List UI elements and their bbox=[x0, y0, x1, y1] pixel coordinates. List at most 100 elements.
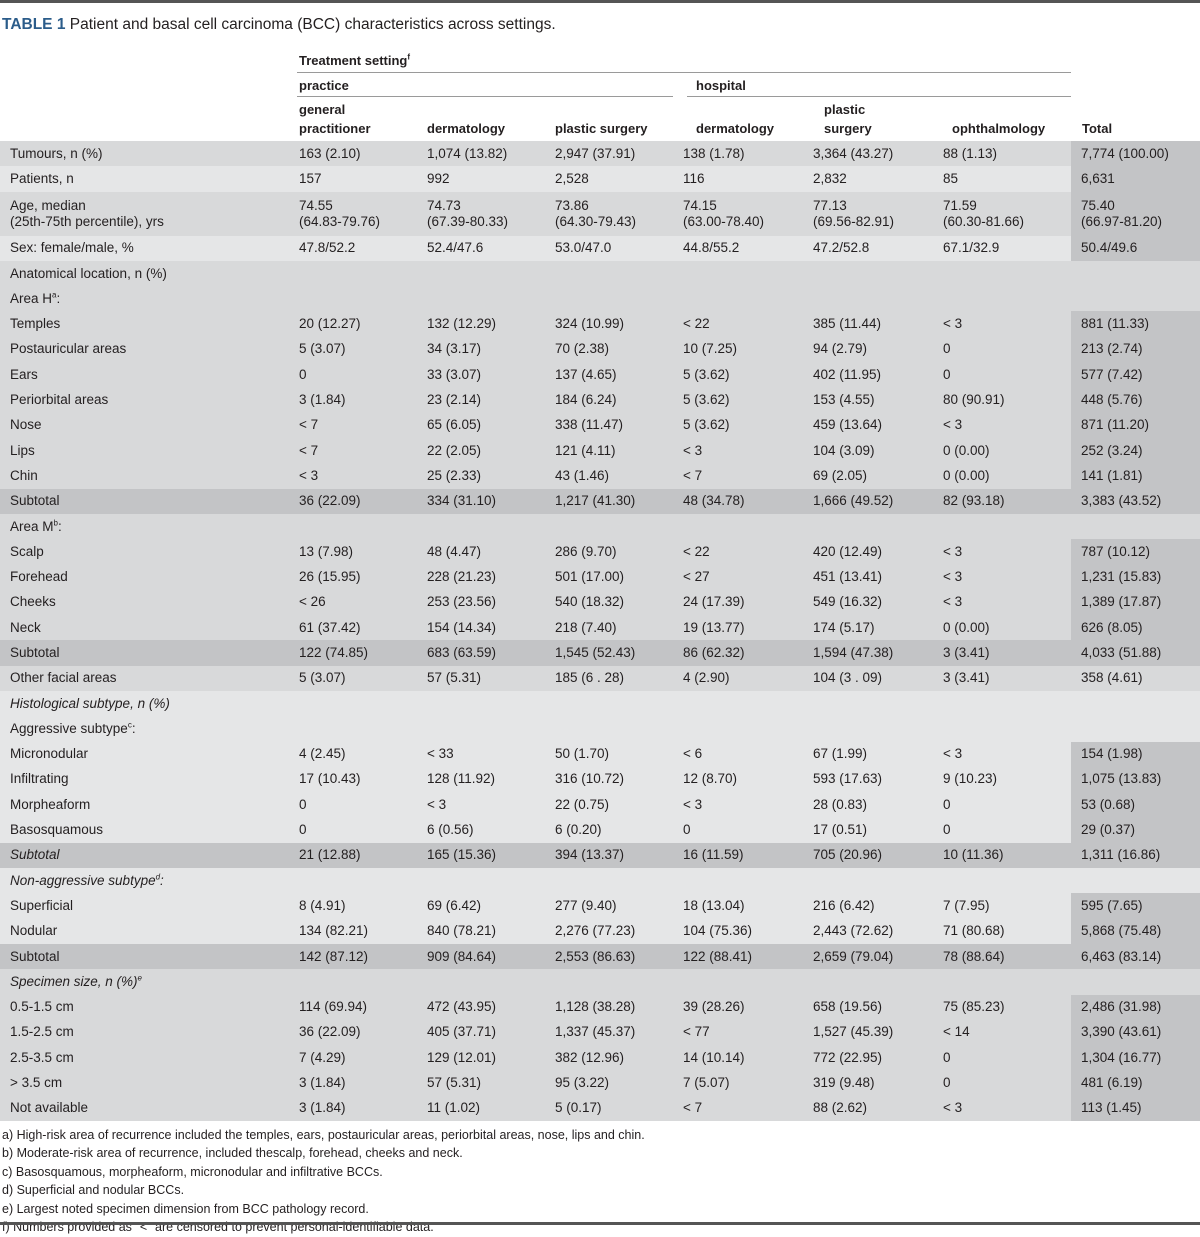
treatment-setting-header: Treatment settingf bbox=[299, 53, 410, 69]
row-label: Other facial areas bbox=[0, 665, 299, 691]
value-cell: 122 (88.41) bbox=[683, 943, 813, 970]
total-cell: 1,231 (15.83) bbox=[1071, 564, 1200, 590]
total-cell bbox=[1071, 716, 1200, 742]
cell-value: 95 (3.22) bbox=[555, 1075, 610, 1091]
cell-value: 0 (0.00) bbox=[943, 467, 990, 483]
row-label-text: Lips bbox=[10, 442, 35, 458]
cell-value: 402 (11.95) bbox=[813, 366, 882, 382]
value-cell: 549 (16.32) bbox=[813, 589, 943, 616]
total-cell: 3,383 (43.52) bbox=[1071, 488, 1200, 514]
total-cell: 787 (10.12) bbox=[1071, 539, 1200, 565]
value-cell: < 3 bbox=[683, 437, 813, 464]
value-cell: 21 (12.88) bbox=[299, 842, 427, 869]
cell-value: 39 (28.26) bbox=[683, 999, 745, 1015]
cell-value: 129 (12.01) bbox=[427, 1049, 497, 1065]
value-cell bbox=[943, 513, 1071, 540]
value-cell: 132 (12.29) bbox=[427, 311, 555, 337]
cell-value: 16 (11.59) bbox=[683, 847, 744, 863]
value-cell: 142 (87.12) bbox=[299, 943, 427, 970]
cell-value: 141 (1.81) bbox=[1081, 467, 1143, 483]
row-label: Area Mb: bbox=[0, 513, 299, 540]
value-cell: 17 (0.51) bbox=[813, 817, 943, 843]
cell-value: 22 (0.75) bbox=[555, 796, 610, 812]
cell-value: 71.59 bbox=[943, 197, 977, 213]
table-row: Nose < 7 65 (6.05) 338 (11.47) 5 (3.62) 459 (… bbox=[0, 412, 1200, 438]
value-cell: 57 (5.31) bbox=[427, 665, 555, 691]
label-suffix: : bbox=[57, 518, 62, 534]
value-cell: 163 (2.10) bbox=[299, 141, 427, 167]
value-cell: 94 (2.79) bbox=[813, 336, 943, 363]
value-cell bbox=[299, 868, 427, 894]
value-cell bbox=[943, 286, 1071, 312]
row-label: Non-aggressive subtyped: bbox=[0, 868, 299, 894]
value-cell: 992 bbox=[427, 166, 555, 192]
value-cell: < 14 bbox=[943, 1019, 1071, 1046]
cell-value: 122 (88.41) bbox=[683, 948, 753, 964]
table-row: Ears 0 33 (3.07) 137 (4.65) 5 (3.62) 402 (11.… bbox=[0, 362, 1200, 388]
row-label-text: Basosquamous bbox=[10, 822, 104, 838]
cell-value: 57 (5.31) bbox=[427, 670, 482, 686]
cell-value: 85 bbox=[943, 170, 959, 186]
value-cell: < 26 bbox=[299, 589, 427, 616]
value-cell: 75 (85.23) bbox=[943, 994, 1071, 1020]
row-label-text: Patients, n bbox=[10, 170, 74, 186]
cell-value: 448 (5.76) bbox=[1081, 392, 1143, 408]
cell-value: 88 (2.62) bbox=[813, 1100, 868, 1116]
cell-value: 122 (74.85) bbox=[299, 644, 369, 660]
cell-value: 153 (4.55) bbox=[813, 392, 875, 408]
value-cell bbox=[427, 690, 555, 717]
cell-value: 472 (43.95) bbox=[427, 999, 497, 1015]
cell-value: 1,311 (16.86) bbox=[1081, 847, 1161, 863]
total-cell: 3,390 (43.61) bbox=[1071, 1019, 1200, 1046]
cell-value: 1,545 (52.43) bbox=[555, 644, 636, 660]
cell-value: < 27 bbox=[683, 569, 710, 585]
value-cell: < 6 bbox=[683, 741, 813, 767]
cell-value: < 3 bbox=[943, 1100, 963, 1116]
cell-value: 334 (31.10) bbox=[427, 493, 497, 509]
cell-value: 75 (85.23) bbox=[943, 999, 1005, 1015]
cell-value: 992 bbox=[427, 170, 450, 186]
value-cell: 20 (12.27) bbox=[299, 311, 427, 337]
cell-value: 69 (2.05) bbox=[813, 467, 868, 483]
value-cell: 5 (3.62) bbox=[683, 412, 813, 438]
cell-value: 385 (11.44) bbox=[813, 316, 882, 332]
row-label: Subtotal bbox=[0, 640, 299, 666]
value-cell: 7 (7.95) bbox=[943, 893, 1071, 919]
cell-value: < 7 bbox=[299, 442, 319, 458]
cell-value: 459 (13.64) bbox=[813, 417, 883, 433]
value-cell: 116 bbox=[683, 166, 813, 192]
value-cell: 683 (63.59) bbox=[427, 640, 555, 666]
row-label: Nose bbox=[0, 412, 299, 438]
cell-value: 47.8/52.2 bbox=[299, 240, 356, 256]
value-cell: < 3 bbox=[943, 539, 1071, 565]
footnote-marker: f bbox=[407, 52, 411, 62]
total-cell: 213 (2.74) bbox=[1071, 336, 1200, 363]
value-cell: 48 (34.78) bbox=[683, 488, 813, 514]
total-cell: 154 (1.98) bbox=[1071, 741, 1200, 767]
value-cell: < 3 bbox=[943, 412, 1071, 438]
value-cell bbox=[813, 716, 943, 742]
table-and-footnotes: Tumours, n (%) 163 (2.10) 1,074 (13.82) 2,9… bbox=[0, 141, 1200, 1237]
cell-value: 165 (15.36) bbox=[427, 847, 497, 863]
cell-value: 501 (17.00) bbox=[555, 569, 625, 585]
cell-value: 0 bbox=[299, 796, 307, 812]
value-cell: 7 (5.07) bbox=[683, 1070, 813, 1096]
cell-value: 871 (11.20) bbox=[1081, 417, 1150, 433]
row-label-text: Superficial bbox=[10, 897, 74, 913]
row-label-text: (25th-75th percentile), yrs bbox=[10, 213, 164, 229]
cell-value: 1,304 (16.77) bbox=[1081, 1049, 1162, 1065]
value-cell: 43 (1.46) bbox=[555, 463, 683, 489]
value-cell: 61 (37.42) bbox=[299, 615, 427, 641]
total-cell: 881 (11.33) bbox=[1071, 311, 1200, 337]
row-label-text: Nose bbox=[10, 417, 42, 433]
cell-value: < 3 bbox=[299, 467, 319, 483]
label-suffix: : bbox=[131, 720, 136, 736]
total-cell: 2,486 (31.98) bbox=[1071, 994, 1200, 1020]
value-cell: 71 (80.68) bbox=[943, 918, 1071, 944]
cell-value: 17 (10.43) bbox=[299, 771, 361, 787]
value-cell: 17 (10.43) bbox=[299, 766, 427, 793]
cell-value: 4 (2.45) bbox=[299, 746, 346, 762]
cell-value: 2,528 bbox=[555, 170, 589, 186]
table-row: Morpheaform 0 < 3 22 (0.75) < 3 28 (0.83) 0 53 … bbox=[0, 792, 1200, 818]
cell-value: 0 bbox=[943, 1049, 951, 1065]
